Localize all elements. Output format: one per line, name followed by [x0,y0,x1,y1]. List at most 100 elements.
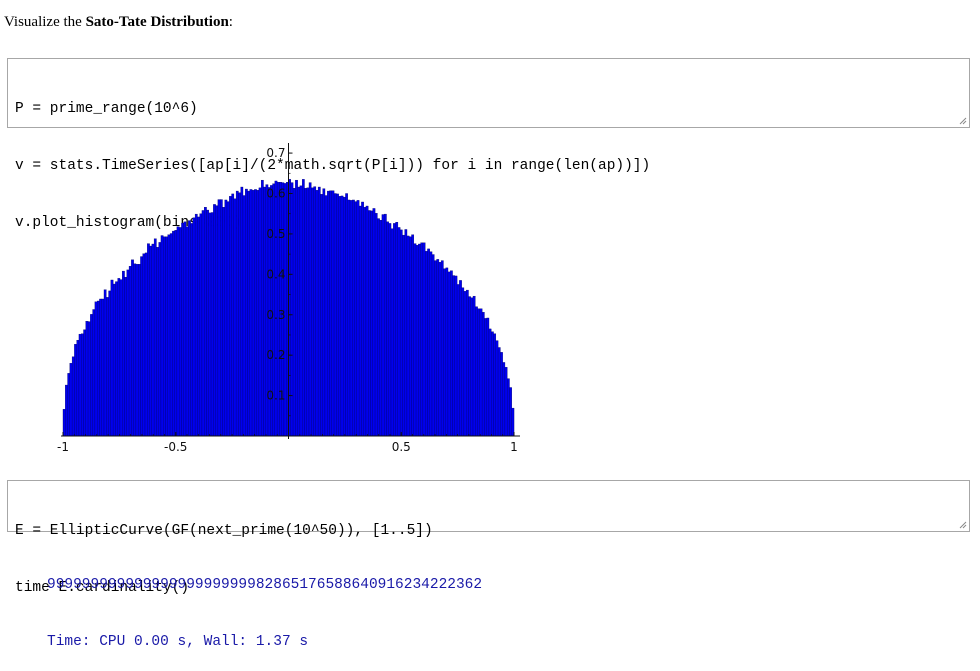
histogram-bar [347,199,351,437]
histogram-bar [197,216,200,437]
histogram-bar [491,331,494,437]
histogram-bar [461,287,465,437]
histogram-bar [488,328,492,437]
histogram-bar [190,223,194,437]
resize-grip-icon[interactable] [959,521,967,529]
histogram-bar [370,210,374,437]
intro-prefix: Visualize the [4,14,86,30]
histogram-bar [420,242,424,437]
histogram-bar [238,192,241,437]
histogram-bar [429,251,433,437]
histogram-bar [413,243,417,437]
histogram-bar [479,308,483,437]
histogram-bar [317,186,321,437]
histogram-bar [463,291,467,437]
histogram-bar [342,196,346,437]
code-line: v = stats.TimeSeries([ap[i]/(2*math.sqrt… [15,158,651,174]
output-result: 9999999999999999999999998286517658864091… [47,577,483,593]
histogram-bar [306,187,310,437]
histogram-bar [352,199,355,437]
histogram-bar [299,185,303,437]
histogram-bar [158,242,162,437]
histogram-bar [475,306,478,437]
y-tick-label: 0.5 [266,227,285,241]
code-input-cell-histogram[interactable]: P = prime_range(10^6) v = stats.TimeSeri… [7,58,970,231]
histogram-bar [358,205,362,437]
histogram-bar [308,182,312,437]
histogram-bar [128,266,132,437]
histogram-bar [331,190,335,437]
histogram-bar [96,300,100,437]
histogram-bar [213,204,216,437]
histogram-bar [292,188,296,437]
code-line: time E.cardinality() [15,580,190,596]
histogram-bar [185,226,189,437]
histogram-bar [324,195,328,437]
histogram-bar [122,270,125,437]
histogram-bar [199,213,203,437]
histogram-bar [201,210,205,437]
histogram-bar [156,247,159,437]
resize-grip-icon[interactable] [959,117,967,125]
histogram-bar [447,271,451,437]
histogram-bar [459,280,462,437]
y-tick-label: 0.1 [266,389,285,403]
histogram-bar [329,190,333,437]
output-timing: Time: CPU 0.00 s, Wall: 1.37 s [47,634,309,650]
code-line: P = prime_range(10^6) [15,101,198,117]
histogram-bar [247,190,251,437]
histogram-bar [465,289,469,437]
histogram-bar [217,199,221,437]
histogram-bar [65,384,68,437]
histogram-bar [245,188,248,437]
histogram-bar [249,189,253,437]
histogram-bar [320,194,323,437]
histogram-bar [254,189,257,437]
histogram-bar [381,214,385,437]
histogram-bar [117,278,121,437]
intro-bold-term: Sato-Tate Distribution [85,14,229,30]
intro-suffix: : [228,14,233,30]
histogram-bar [438,262,442,437]
code-line: E = EllipticCurve(GF(next_prime(10^50)),… [15,523,433,539]
histogram-bar [322,188,326,437]
histogram-bar [178,227,182,437]
histogram-bar [251,190,255,437]
code-input-cell-elliptic[interactable]: E = EllipticCurve(GF(next_prime(10^50)),… [7,480,970,596]
histogram-bar [395,222,399,437]
histogram-bar [188,220,191,437]
histogram-bar [110,279,114,437]
histogram-bars [62,179,515,437]
histogram-bar [340,195,344,437]
y-tick-label: 0.6 [266,187,285,201]
histogram-bar [231,193,235,437]
histogram-bar [208,212,212,437]
histogram-bar [333,193,337,437]
histogram-bar [386,221,389,437]
histogram-bar [409,236,412,437]
histogram-bar [151,243,155,437]
histogram-bar [206,209,210,437]
histogram-bar [69,363,73,437]
histogram-bar [450,270,453,437]
histogram-bar [472,295,476,437]
histogram-bar [390,228,394,437]
histogram-bar [71,356,75,437]
histogram-bar [304,188,307,437]
histogram-bar [106,297,109,437]
histogram-bar [415,245,419,437]
histogram-bar [133,263,137,437]
histogram-bar [388,223,392,437]
histogram-bar [126,269,130,437]
histogram-bar [290,182,294,437]
histogram-bar [345,193,348,437]
histogram-bar [468,296,471,437]
histogram-bar [90,314,93,437]
histogram-bar [76,340,80,437]
histogram-bar [418,243,421,437]
histogram-bar [85,321,89,437]
histogram-bar [486,317,490,437]
histogram-bar [443,268,446,437]
histogram-bar [440,260,444,437]
histogram-bar [224,199,228,437]
